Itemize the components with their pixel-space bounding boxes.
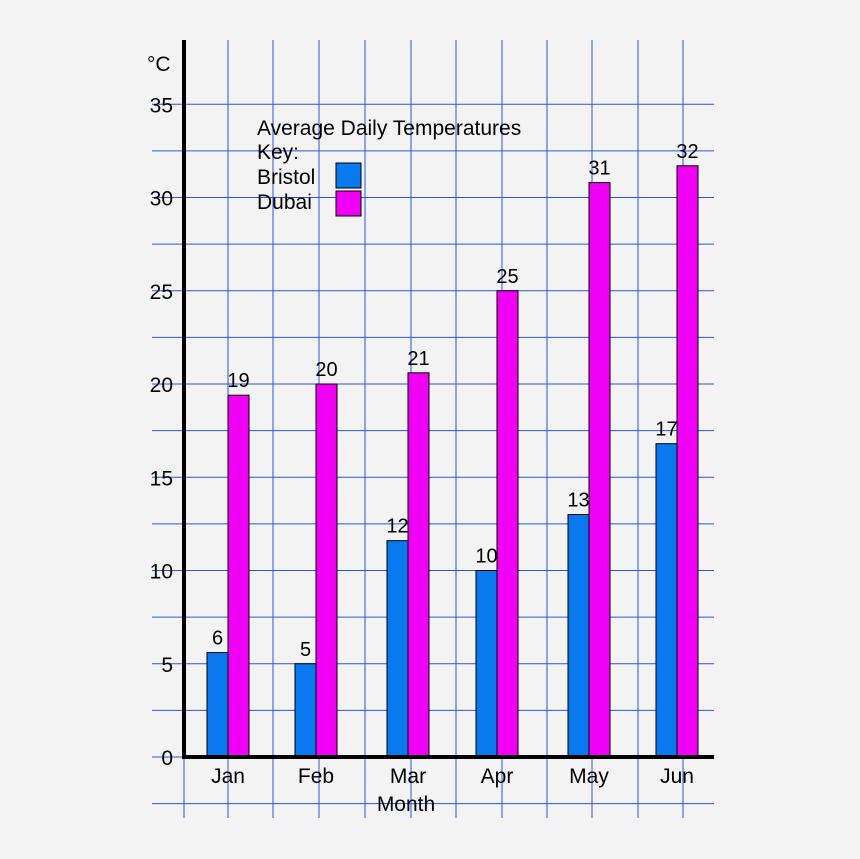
value-label-dubai-may: 31 — [588, 158, 610, 180]
x-tick-feb: Feb — [298, 765, 334, 788]
axes — [182, 40, 714, 759]
value-label-bristol-may: 13 — [567, 490, 589, 512]
bar-bristol-feb — [294, 663, 317, 758]
value-label-bristol-mar: 12 — [386, 516, 408, 538]
bar-bristol-may — [567, 514, 590, 758]
x-tick-jun: Jun — [660, 765, 694, 788]
value-label-dubai-apr: 25 — [496, 266, 518, 288]
bar-dubai-jun — [676, 165, 699, 758]
bar-bristol-apr — [475, 570, 498, 758]
y-tick-20: 20 — [150, 374, 173, 397]
x-axis-title: Month — [377, 793, 435, 816]
y-tick-25: 25 — [150, 281, 173, 304]
x-tick-apr: Apr — [481, 765, 514, 788]
bar-dubai-feb — [315, 383, 338, 758]
y-tick-0: 0 — [161, 747, 173, 770]
bar-bristol-mar — [386, 540, 409, 758]
y-axis-unit: °C — [147, 53, 171, 76]
legend-heading: Key: — [257, 141, 299, 164]
value-label-dubai-jan: 19 — [227, 370, 249, 392]
value-label-bristol-jun: 17 — [655, 419, 677, 441]
chart-title: Average Daily Temperatures — [257, 117, 521, 140]
x-tick-jan: Jan — [211, 765, 245, 788]
y-tick-labels: 0 5 10 15 20 25 30 35 — [150, 94, 173, 770]
bar-dubai-mar — [407, 372, 430, 758]
x-tick-labels: Jan Feb Mar Apr May Jun — [211, 765, 694, 788]
y-tick-5: 5 — [161, 654, 173, 677]
y-tick-10: 10 — [150, 561, 173, 584]
legend-label-dubai: Dubai — [257, 191, 312, 214]
bar-bristol-jun — [655, 443, 678, 758]
legend: Average Daily Temperatures Key: Bristol … — [257, 117, 521, 217]
y-tick-30: 30 — [150, 188, 173, 211]
y-tick-15: 15 — [150, 467, 173, 490]
x-tick-may: May — [569, 765, 609, 788]
legend-label-bristol: Bristol — [257, 166, 315, 189]
value-label-dubai-mar: 21 — [407, 348, 429, 370]
value-label-bristol-apr: 10 — [475, 546, 497, 568]
value-label-bristol-jan: 6 — [212, 628, 223, 650]
value-label-bristol-feb: 5 — [300, 639, 311, 661]
value-label-dubai-feb: 20 — [315, 359, 337, 381]
bar-bristol-jan — [206, 652, 229, 758]
value-label-dubai-jun: 32 — [676, 141, 698, 163]
data-labels: 6 19 5 20 12 21 10 25 13 31 17 32 — [212, 141, 699, 661]
x-tick-mar: Mar — [390, 765, 426, 788]
bar-dubai-apr — [496, 290, 519, 758]
legend-swatch-bristol — [335, 162, 362, 189]
bar-dubai-may — [588, 182, 611, 758]
y-tick-35: 35 — [150, 94, 173, 117]
legend-swatch-dubai — [335, 190, 362, 217]
bars — [206, 165, 699, 758]
bar-dubai-jan — [227, 394, 250, 758]
